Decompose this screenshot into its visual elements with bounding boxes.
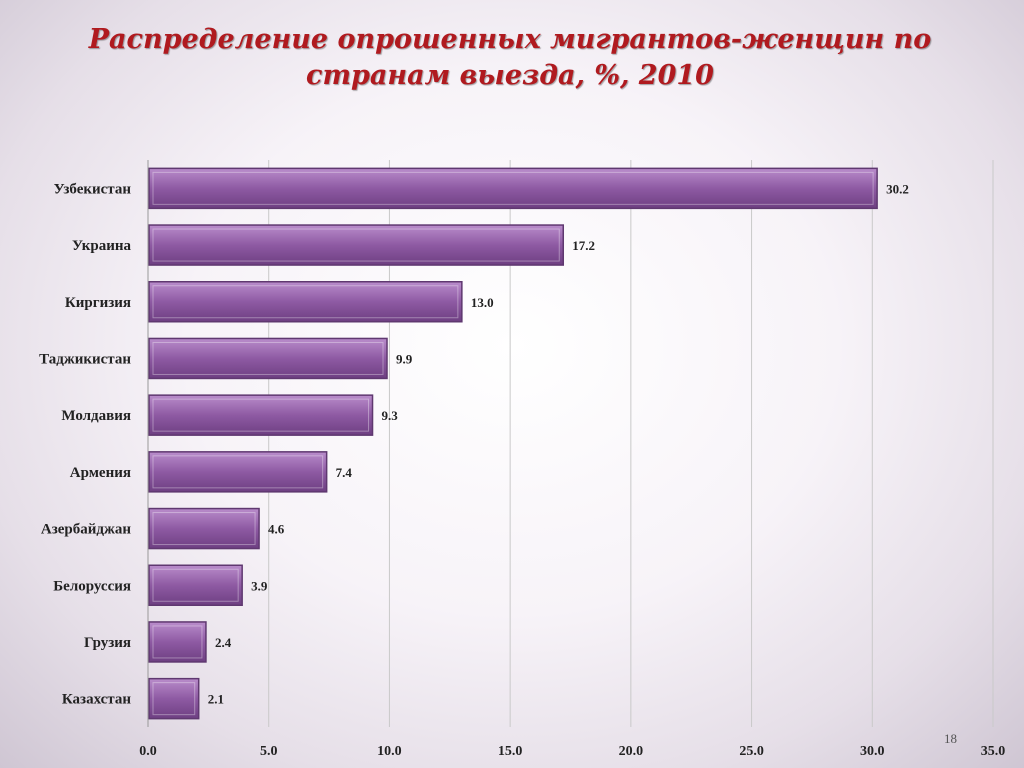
value-label: 2.1	[208, 692, 224, 707]
bar-bevel	[152, 568, 239, 602]
category-label: Киргизия	[65, 295, 131, 311]
x-tick-label: 10.0	[377, 744, 402, 759]
bar-bevel	[152, 398, 370, 432]
bar	[148, 281, 463, 323]
value-label: 30.2	[886, 181, 909, 196]
x-axis-tick-labels: 0.0 5.0 10.0 15.0 20.0 25.0 30.0 35.0	[139, 744, 1005, 759]
bar-bevel	[152, 171, 874, 205]
bar	[148, 677, 200, 720]
x-tick-label: 0.0	[139, 744, 157, 759]
category-label: Узбекистан	[54, 181, 132, 197]
bar	[148, 167, 878, 210]
bar	[148, 621, 207, 663]
x-tick-label: 15.0	[498, 744, 523, 759]
bar	[148, 337, 388, 380]
x-tick-label: 20.0	[619, 744, 644, 759]
value-labels: 30.2 17.2 13.0 9.9 9.3 7.4 4.6 3.9 2.4 2.1	[208, 181, 909, 706]
bar-bevel	[152, 455, 324, 489]
bars	[148, 167, 878, 720]
category-label: Казахстан	[62, 692, 131, 708]
category-labels: Узбекистан Украина Киргизия Таджикистан Молд…	[39, 181, 131, 707]
x-tick-label: 35.0	[981, 744, 1006, 759]
bar	[148, 394, 374, 436]
value-label: 17.2	[572, 238, 595, 253]
value-label: 3.9	[251, 578, 268, 593]
category-label: Азербайджан	[41, 522, 131, 538]
bar	[148, 224, 565, 266]
chart-title: Распределение опрошенных мигрантов-женщи…	[60, 22, 960, 94]
category-label: Украина	[72, 238, 132, 254]
x-tick-label: 30.0	[860, 744, 885, 759]
x-tick-label: 25.0	[739, 744, 764, 759]
chart-title-line1: Распределение опрошенных мигрантов-женщи…	[88, 24, 932, 55]
category-label: Армения	[70, 465, 131, 481]
category-label: Таджикистан	[39, 351, 131, 367]
value-label: 9.9	[396, 351, 413, 366]
bar-bevel	[152, 625, 203, 659]
bar-bevel	[152, 341, 384, 375]
bar-bevel	[152, 682, 196, 716]
bar-bevel	[152, 512, 256, 546]
chart-title-line2: странам выезда, %, 2010	[306, 60, 714, 91]
value-label: 9.3	[382, 408, 399, 423]
value-label: 2.4	[215, 635, 232, 650]
value-label: 13.0	[471, 295, 494, 310]
value-label: 4.6	[268, 522, 285, 537]
x-tick-label: 5.0	[260, 744, 278, 759]
bar-bevel	[152, 285, 459, 319]
bar-bevel	[152, 228, 560, 262]
bar	[148, 507, 260, 550]
category-label: Молдавия	[61, 408, 131, 424]
category-label: Белоруссия	[53, 578, 131, 594]
bar	[148, 564, 243, 606]
value-label: 7.4	[336, 465, 353, 480]
slide-number: 18	[944, 731, 957, 746]
category-label: Грузия	[84, 635, 131, 651]
bar	[148, 451, 328, 493]
